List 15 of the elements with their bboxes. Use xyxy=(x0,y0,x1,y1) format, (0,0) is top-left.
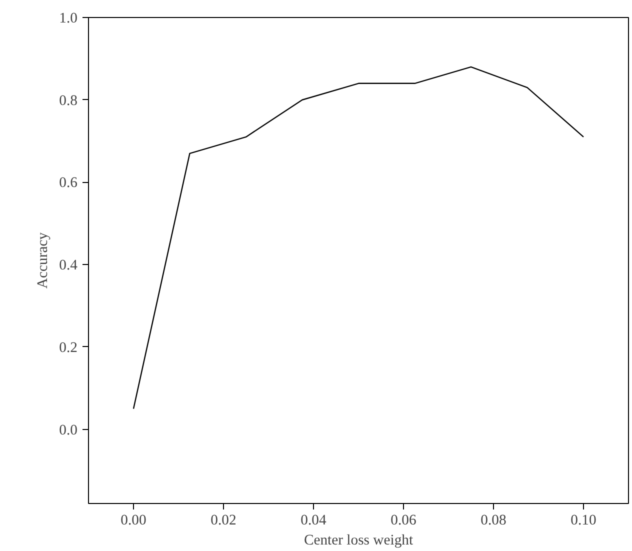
x-tick-label: 0.06 xyxy=(390,512,416,528)
y-tick-label: 0.0 xyxy=(59,422,78,438)
x-axis-title: Center loss weight xyxy=(304,532,414,548)
y-tick-label: 0.8 xyxy=(59,92,78,109)
x-tick-label: 0.10 xyxy=(570,512,596,528)
y-tick-label: 0.2 xyxy=(59,340,78,356)
x-tick-label: 0.04 xyxy=(300,512,327,528)
y-tick-label: 1.0 xyxy=(59,10,78,26)
x-tick-label: 0.02 xyxy=(210,512,236,528)
y-tick-label: 0.4 xyxy=(59,258,78,274)
y-tick-label: 0.6 xyxy=(59,175,78,192)
x-tick-label: 0.00 xyxy=(120,512,146,528)
x-tick-label: 0.08 xyxy=(480,512,506,528)
line-series xyxy=(132,66,584,410)
y-axis-title: Accuracy xyxy=(35,232,52,289)
